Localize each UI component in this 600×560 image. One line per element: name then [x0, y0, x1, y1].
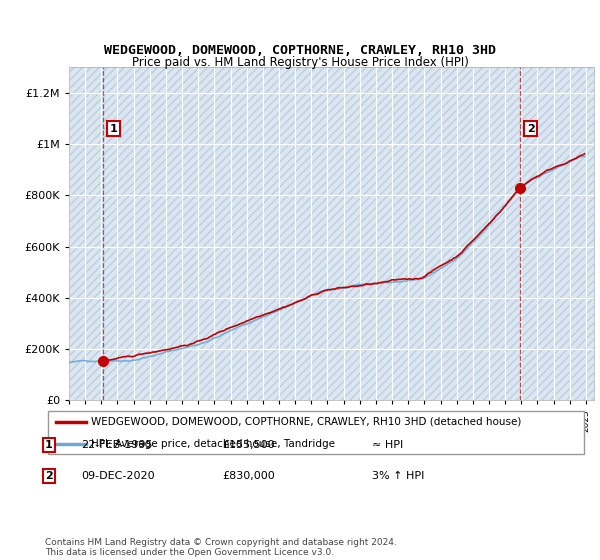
- Text: Price paid vs. HM Land Registry's House Price Index (HPI): Price paid vs. HM Land Registry's House …: [131, 56, 469, 69]
- Text: 2: 2: [45, 471, 53, 481]
- Text: 1: 1: [45, 440, 53, 450]
- Text: HPI: Average price, detached house, Tandridge: HPI: Average price, detached house, Tand…: [91, 438, 335, 449]
- Text: WEDGEWOOD, DOMEWOOD, COPTHORNE, CRAWLEY, RH10 3HD: WEDGEWOOD, DOMEWOOD, COPTHORNE, CRAWLEY,…: [104, 44, 496, 57]
- Text: 2: 2: [527, 124, 535, 134]
- Text: £830,000: £830,000: [222, 471, 275, 481]
- Text: 09-DEC-2020: 09-DEC-2020: [81, 471, 155, 481]
- FancyBboxPatch shape: [48, 410, 584, 455]
- Text: Contains HM Land Registry data © Crown copyright and database right 2024.
This d: Contains HM Land Registry data © Crown c…: [45, 538, 397, 557]
- Text: ≈ HPI: ≈ HPI: [372, 440, 403, 450]
- Text: 3% ↑ HPI: 3% ↑ HPI: [372, 471, 424, 481]
- Text: WEDGEWOOD, DOMEWOOD, COPTHORNE, CRAWLEY, RH10 3HD (detached house): WEDGEWOOD, DOMEWOOD, COPTHORNE, CRAWLEY,…: [91, 417, 521, 427]
- Text: £155,500: £155,500: [222, 440, 275, 450]
- Text: 1: 1: [110, 124, 118, 134]
- Text: 22-FEB-1995: 22-FEB-1995: [81, 440, 152, 450]
